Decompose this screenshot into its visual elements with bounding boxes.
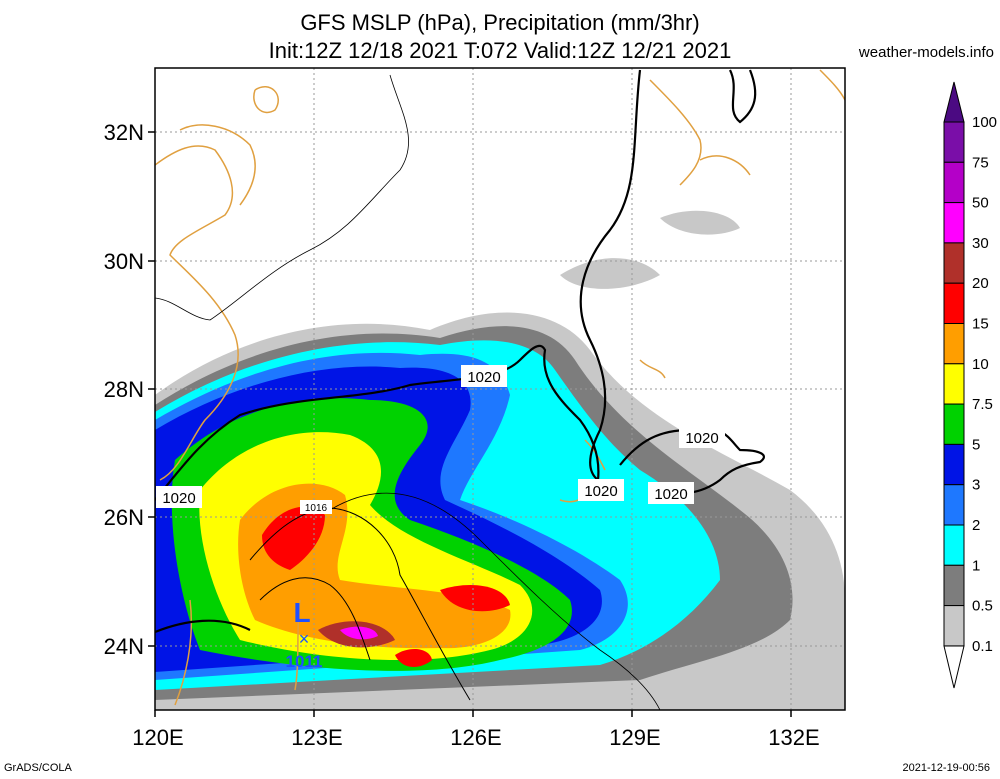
colorbar-swatch: [943, 605, 965, 647]
colorbar-label: 75: [972, 154, 989, 171]
colorbar-label: 0.5: [972, 598, 993, 615]
lat-label: 26N: [104, 505, 144, 530]
precip-field: [155, 210, 845, 710]
contour-label: 1020: [654, 486, 687, 503]
low-pressure-value: 1011: [286, 652, 323, 671]
footer-timestamp: 2021-12-19-00:56: [902, 762, 990, 774]
colorbar-top-arrow: [943, 81, 965, 123]
lon-label: 132E: [768, 725, 819, 750]
low-symbol: L: [293, 597, 310, 628]
site-credit[interactable]: weather-models.info: [858, 44, 994, 61]
colorbar-label: 1: [972, 557, 980, 574]
colorbar-swatch: [943, 524, 965, 566]
colorbar-label: 2: [972, 517, 980, 534]
contour-label: 1020: [584, 483, 617, 500]
colorbar-label: 3: [972, 477, 980, 494]
colorbar-label: 0.1: [972, 638, 993, 655]
lon-label: 129E: [609, 725, 660, 750]
colorbar-swatch: [943, 484, 965, 526]
colorbar-swatch: [943, 242, 965, 284]
colorbar-swatch: [943, 282, 965, 325]
lon-label: 126E: [450, 725, 501, 750]
colorbar-swatch: [943, 363, 965, 405]
contour-label: 1016: [305, 503, 328, 514]
colorbar-label: 20: [972, 275, 989, 292]
colorbar-label: 5: [972, 436, 980, 453]
colorbar: 100 75 50 30 20 15 10 7.5 5 3 2 1 0.5 0.1: [943, 81, 997, 689]
low-center-icon: ×: [299, 629, 310, 649]
lat-label: 28N: [104, 377, 144, 402]
coastlines: [155, 69, 845, 706]
contour-labels: 1020 1020 1020 1020 1020 1016: [156, 365, 725, 514]
map-subtitle: Init:12Z 12/18 2021 T:072 Valid:12Z 12/2…: [268, 38, 732, 63]
lat-label: 24N: [104, 634, 144, 659]
colorbar-swatch: [943, 564, 965, 607]
lon-label: 120E: [132, 725, 183, 750]
axis-ticks: [148, 131, 792, 717]
map-title: GFS MSLP (hPa), Precipitation (mm/3hr): [300, 10, 700, 35]
lon-label: 123E: [291, 725, 342, 750]
colorbar-swatch: [943, 323, 965, 365]
colorbar-label: 7.5: [972, 396, 993, 413]
contour-label: 1020: [685, 430, 718, 447]
lat-label: 30N: [104, 249, 144, 274]
lat-lon-grid: [155, 68, 845, 710]
colorbar-swatch: [943, 403, 965, 445]
lat-labels: 32N 30N 28N 26N 24N: [104, 120, 144, 659]
colorbar-swatch: [943, 161, 965, 204]
colorbar-label: 30: [972, 235, 989, 252]
footer-credit: GrADS/COLA: [4, 762, 72, 774]
lat-label: 32N: [104, 120, 144, 145]
lon-labels: 120E 123E 126E 129E 132E: [132, 725, 819, 750]
contour-label: 1020: [467, 369, 500, 386]
colorbar-bottom-arrow: [943, 645, 965, 689]
low-pressure-marker: L × 1011: [286, 597, 323, 671]
colorbar-label: 50: [972, 195, 989, 212]
colorbar-swatch: [943, 202, 965, 244]
colorbar-label: 10: [972, 356, 989, 373]
contour-label: 1020: [162, 490, 195, 507]
colorbar-swatch: [943, 443, 965, 486]
isobar-1016: [249, 507, 471, 701]
borders: [155, 74, 661, 710]
colorbar-label: 100: [972, 114, 997, 131]
colorbar-swatch: [943, 121, 965, 163]
colorbar-label: 15: [972, 316, 989, 333]
